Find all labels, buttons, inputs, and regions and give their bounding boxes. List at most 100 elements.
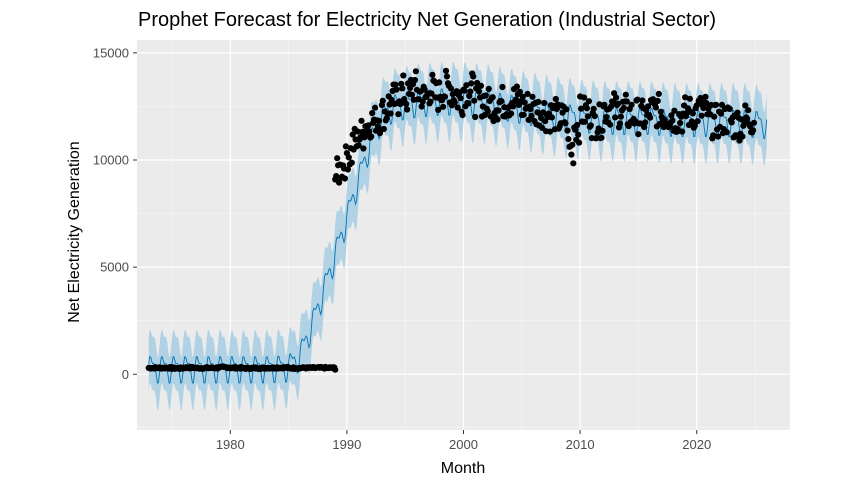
observed-point	[395, 111, 402, 118]
observed-point	[745, 107, 752, 114]
observed-point	[412, 68, 419, 75]
observed-point	[717, 110, 725, 117]
observed-point	[587, 122, 594, 129]
observed-point	[436, 79, 443, 86]
observed-point	[568, 151, 575, 158]
observed-point	[581, 118, 589, 125]
observed-point	[369, 110, 376, 117]
uncertainty-interval-layer	[148, 62, 767, 410]
observed-point	[332, 366, 339, 373]
uncertainty-interval-band	[148, 62, 767, 410]
observed-point	[647, 114, 654, 121]
observed-point	[682, 94, 689, 101]
observed-point	[574, 121, 581, 129]
observed-point	[710, 132, 717, 139]
observed-point	[477, 82, 485, 89]
observed-point	[467, 88, 474, 95]
observed-point	[728, 119, 735, 126]
observed-point	[689, 110, 696, 117]
observed-point	[399, 85, 406, 92]
observed-point	[442, 67, 450, 74]
observed-point	[585, 98, 593, 105]
observed-point	[387, 110, 394, 117]
observed-point	[441, 93, 449, 100]
observed-point	[459, 111, 466, 119]
observed-point	[427, 98, 434, 105]
y-axis-ticks: 0 5000 10000 15000	[93, 45, 137, 382]
observed-point	[435, 106, 442, 113]
observed-point	[485, 85, 492, 92]
observed-point	[386, 101, 393, 108]
observed-point	[552, 95, 559, 103]
observed-point	[671, 107, 678, 114]
observed-point	[333, 173, 340, 180]
observed-point	[499, 83, 506, 91]
observed-point	[734, 109, 741, 116]
observed-point	[590, 105, 597, 112]
observed-point	[657, 108, 664, 115]
observed-point	[702, 93, 709, 100]
observed-point	[726, 105, 733, 112]
observed-point	[639, 97, 646, 104]
observed-point	[668, 112, 675, 119]
observed-point	[418, 103, 425, 110]
observed-point	[635, 131, 642, 138]
observed-point	[565, 136, 572, 143]
observed-points-layer	[145, 67, 758, 373]
observed-point	[570, 160, 577, 167]
observed-point	[723, 129, 730, 136]
observed-point	[440, 103, 447, 110]
observed-point	[603, 113, 610, 121]
observed-point	[461, 87, 468, 94]
observed-point	[583, 105, 591, 112]
observed-point	[620, 104, 627, 111]
observed-point	[616, 120, 624, 127]
observed-point	[365, 122, 372, 129]
observed-point	[541, 99, 548, 107]
observed-point	[599, 127, 606, 134]
x-axis-ticks: 1980 1990 2000 2010 2020	[216, 430, 711, 452]
observed-point	[516, 88, 524, 95]
observed-point	[628, 101, 635, 108]
observed-point	[711, 113, 718, 120]
observed-point	[521, 99, 528, 106]
observed-point	[419, 98, 426, 105]
observed-point	[421, 86, 428, 93]
observed-point	[494, 116, 501, 123]
observed-point	[548, 114, 556, 121]
observed-point	[366, 128, 373, 135]
observed-point	[348, 159, 355, 166]
observed-point	[489, 94, 496, 101]
observed-point	[495, 107, 502, 114]
observed-point	[472, 113, 479, 121]
observed-point	[697, 94, 704, 102]
observed-point	[617, 113, 625, 120]
observed-point	[354, 128, 361, 135]
observed-point	[750, 127, 757, 134]
observed-point	[341, 175, 348, 182]
observed-point	[379, 97, 386, 104]
observed-point	[375, 117, 383, 124]
observed-point	[601, 101, 608, 108]
observed-point	[607, 121, 614, 128]
observed-point	[349, 131, 356, 138]
observed-point	[400, 72, 407, 79]
observed-point	[546, 128, 554, 135]
observed-point	[454, 104, 461, 111]
observed-point	[529, 93, 536, 100]
observed-point	[578, 105, 585, 112]
observed-point	[520, 111, 527, 118]
observed-point	[642, 119, 649, 126]
observed-point	[428, 90, 435, 97]
observed-point	[623, 98, 630, 105]
observed-point	[598, 134, 605, 141]
x-tick-label: 2000	[449, 437, 478, 452]
observed-point	[739, 133, 746, 140]
observed-point	[575, 131, 582, 138]
x-axis-title: Month	[441, 460, 485, 477]
observed-point	[655, 90, 662, 97]
observed-point	[562, 120, 569, 127]
observed-point	[686, 95, 694, 102]
observed-point	[641, 124, 648, 131]
observed-point	[380, 125, 387, 133]
